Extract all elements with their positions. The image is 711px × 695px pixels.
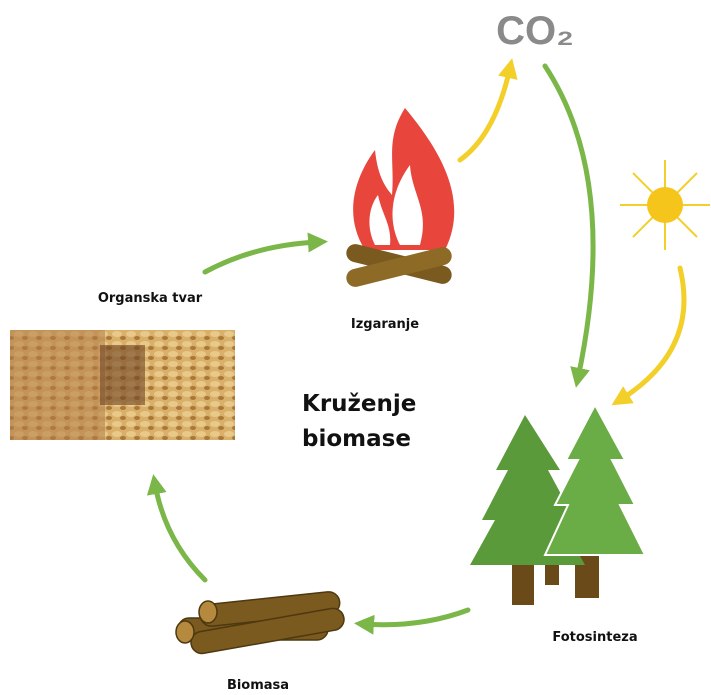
pellets-image bbox=[10, 330, 235, 440]
co2-label: CO₂ bbox=[496, 9, 574, 53]
page: {"title": {"lines": ["Kruženje", "biomas… bbox=[0, 0, 711, 695]
title-line: biomase bbox=[302, 426, 411, 452]
title-line: Kruženje bbox=[302, 391, 416, 417]
biomass-cycle-diagram: CO₂ Organska tvar Izgaranje Fotosin bbox=[0, 0, 711, 695]
arrow bbox=[205, 242, 318, 272]
node-label: Biomasa bbox=[227, 678, 289, 693]
node-label: Organska tvar bbox=[98, 291, 203, 306]
trees bbox=[470, 405, 645, 605]
arrow bbox=[155, 484, 205, 580]
arrow bbox=[364, 610, 468, 625]
arrow bbox=[620, 268, 684, 400]
logs bbox=[176, 591, 346, 655]
arrow bbox=[545, 66, 593, 378]
sun bbox=[620, 160, 710, 250]
node-label: Fotosinteza bbox=[552, 630, 637, 645]
arrow bbox=[460, 68, 510, 160]
node-label: Izgaranje bbox=[351, 317, 419, 332]
fire bbox=[344, 108, 454, 289]
